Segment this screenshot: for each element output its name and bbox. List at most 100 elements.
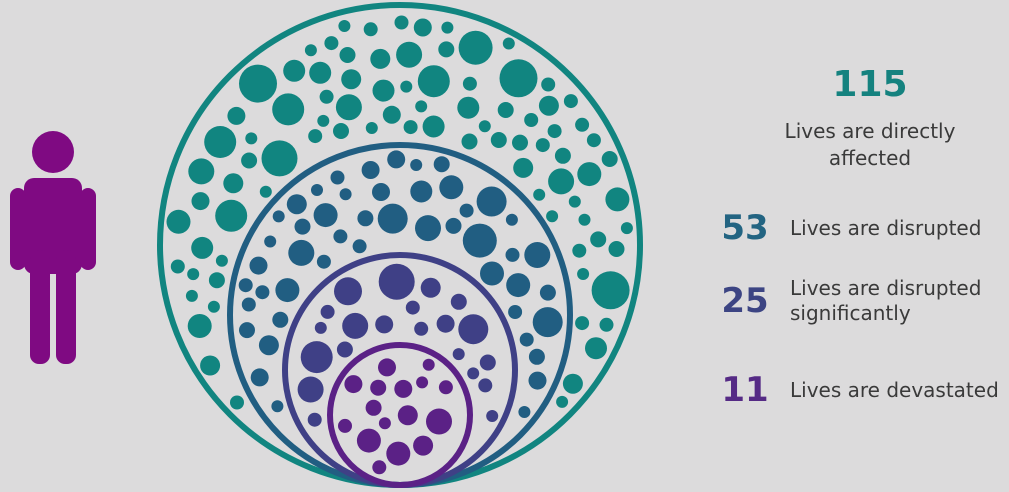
person-dot [546,210,559,223]
total-affected-value: 115 [832,64,908,105]
person-dot [497,102,514,118]
person-dot [528,371,547,390]
person-dot [324,36,339,51]
person-dot [518,406,531,418]
person-dot [249,256,268,275]
person-dot [204,126,237,158]
total-affected-label: Lives are directly affected [784,119,956,170]
person-dot [490,132,507,148]
person-dot [370,48,391,69]
person-dot [506,273,531,298]
person-dot [562,373,583,394]
person-dot [585,337,607,360]
person-dot [410,180,433,203]
significant-label: Lives are disrupted significantly [790,276,982,325]
person-dot [438,41,455,58]
person-dot [441,21,454,34]
person-dot [601,151,618,167]
person-dot [239,64,277,103]
person-dot [307,412,322,427]
person-dot [533,188,546,201]
person-dot [378,417,391,430]
person-dot [458,30,493,65]
person-dot [187,268,200,281]
person-dot [480,261,504,286]
person-dot [170,259,185,274]
person-dot [272,93,305,126]
person-dot [294,218,311,235]
person-dot [223,173,244,194]
person-dot [300,341,333,374]
person-dot [241,152,258,169]
person-dot [422,115,445,138]
person-dot [245,132,258,145]
person-dot [436,314,455,333]
person-dot [461,133,478,150]
person-dot [462,223,497,258]
person-dot [502,37,515,50]
stat-row-disrupted: 53 Lives are disrupted [700,208,981,248]
person-dot [528,348,545,365]
person-dot [433,156,450,173]
person-dot [333,123,349,139]
person-dot [386,441,411,466]
person-dot [556,395,569,408]
nested-circles-diagram [157,2,643,488]
person-dot [413,18,432,37]
person-dot [394,15,409,30]
person-dot [344,375,363,394]
person-dot [462,76,477,91]
person-dot [314,321,327,334]
person-dot [387,150,406,169]
person-dot [272,210,285,223]
person-dot [191,192,210,211]
person-dot [185,289,198,302]
devastated-value: 11 [721,370,769,410]
person-dot [313,203,338,228]
person-dot [445,217,462,234]
person-dot [304,44,317,57]
person-dot [208,272,225,289]
person-dot [363,22,378,37]
population-dots [166,15,633,475]
person-dot [330,170,345,185]
person-dot [554,147,571,164]
person-dot [568,195,581,208]
person-dot [422,358,435,371]
person-dot [415,215,441,242]
person-dot [361,161,380,179]
person-dot [575,316,590,331]
person-dot [372,79,395,102]
person-dot [187,314,212,338]
person-dot [512,134,528,151]
person-dot [378,358,396,377]
person-dot [420,277,441,298]
person-dot [541,77,556,92]
person-dot [577,268,590,280]
person-dot [505,213,518,226]
person-dot [400,80,413,93]
person-dot [191,236,214,259]
person-dot [539,284,556,301]
person-dot [578,213,591,226]
person-dot [519,332,534,347]
person-dot [591,271,630,310]
person-dot [372,460,387,475]
person-dot [230,395,244,410]
person-dot [396,41,423,68]
person-dot [250,368,269,387]
person-dot [316,254,331,269]
person-dot [370,379,387,396]
significant-value: 25 [721,281,769,321]
person-dot [608,241,625,257]
person-dot [288,239,315,266]
person-dot [308,129,323,144]
person-dot [620,222,633,235]
person-dot [605,187,630,212]
person-dot [286,194,307,215]
person-dot [297,376,324,403]
person-dot [319,89,334,104]
person-dot [352,239,367,254]
person-dot [439,175,464,200]
person-dot [586,133,601,148]
